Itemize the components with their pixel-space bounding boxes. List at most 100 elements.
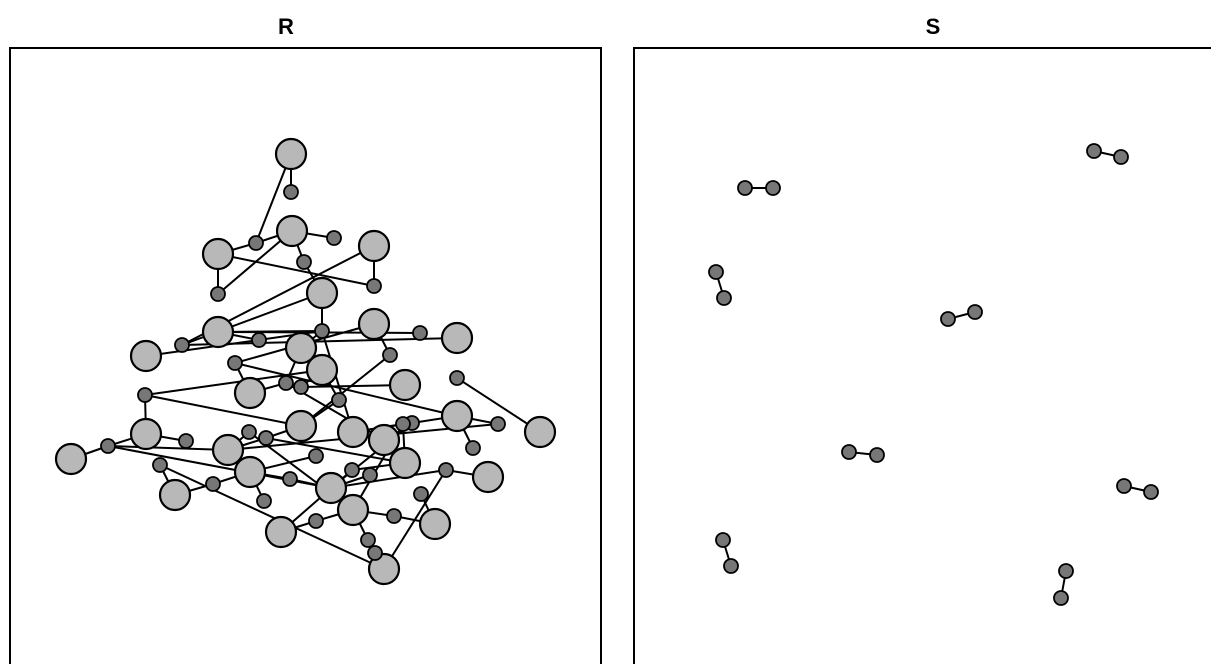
panel-r-large-atom bbox=[440, 399, 474, 433]
panel-r-small-atom bbox=[413, 486, 429, 502]
panel-r-bond bbox=[159, 464, 385, 570]
panel-r-bond bbox=[321, 330, 354, 433]
panel-s-atom bbox=[737, 180, 753, 196]
panel-r-large-atom bbox=[284, 331, 318, 365]
panel-r-small-atom bbox=[293, 379, 309, 395]
panel-r-small-atom bbox=[438, 462, 454, 478]
panel-r-large-atom bbox=[523, 415, 557, 449]
panel-r-large-atom bbox=[211, 433, 245, 467]
panel-r-small-atom bbox=[465, 440, 481, 456]
panel-r-large-atom bbox=[357, 307, 391, 341]
panel-s-atom bbox=[708, 264, 724, 280]
panel-r-title: R bbox=[278, 14, 294, 39]
panel-r-small-atom bbox=[366, 278, 382, 294]
panel-r-bond bbox=[217, 253, 375, 287]
panel-s-atom bbox=[1116, 478, 1132, 494]
panel-r-bond bbox=[300, 354, 391, 427]
panel-r-small-atom bbox=[256, 493, 272, 509]
panel-r-small-atom bbox=[178, 433, 194, 449]
panel-r-small-atom bbox=[449, 370, 465, 386]
panel-s-atom bbox=[940, 311, 956, 327]
bond-layer bbox=[70, 150, 1152, 599]
panel-r-bond bbox=[144, 369, 323, 396]
panel-r-bond bbox=[383, 469, 447, 570]
panel-s-atom bbox=[967, 304, 983, 320]
panel-s-atom bbox=[1058, 563, 1074, 579]
panel-r-small-atom bbox=[360, 532, 376, 548]
panel-r-small-atom bbox=[308, 513, 324, 529]
panel-r-small-atom bbox=[382, 347, 398, 363]
panel-r-bond bbox=[330, 469, 447, 489]
panel-r-large-atom bbox=[357, 229, 391, 263]
panel-r-large-atom bbox=[233, 376, 267, 410]
panel-s-atom bbox=[1143, 484, 1159, 500]
panel-r-small-atom bbox=[210, 286, 226, 302]
panel-r-bond bbox=[300, 384, 406, 388]
panel-r-small-atom bbox=[251, 332, 267, 348]
panel-r-small-atom bbox=[308, 448, 324, 464]
panel-r-large-atom bbox=[418, 507, 452, 541]
panel-r-large-atom bbox=[158, 478, 192, 512]
panel-r-small-atom bbox=[100, 438, 116, 454]
panel-r-small-atom bbox=[367, 545, 383, 561]
panel-r-large-atom bbox=[388, 368, 422, 402]
panel-r-large-atom bbox=[129, 417, 163, 451]
panel-r-large-atom bbox=[201, 315, 235, 349]
panel-r-small-atom bbox=[362, 467, 378, 483]
panel-r-small-atom bbox=[412, 325, 428, 341]
panel-r-large-atom bbox=[129, 339, 163, 373]
panel-r-large-atom bbox=[367, 423, 401, 457]
panel-r-small-atom bbox=[282, 471, 298, 487]
panel-r-large-atom bbox=[314, 471, 348, 505]
panel-s-atom bbox=[841, 444, 857, 460]
atom-layer bbox=[54, 137, 1159, 606]
panel-r-large-atom bbox=[305, 353, 339, 387]
panel-r-small-atom bbox=[278, 375, 294, 391]
panel-s-atom bbox=[765, 180, 781, 196]
panel-s-atom bbox=[716, 290, 732, 306]
panel-s-frame bbox=[633, 47, 1211, 664]
panel-r-frame bbox=[9, 47, 602, 664]
panel-r-large-atom bbox=[284, 409, 318, 443]
panel-r-large-atom bbox=[471, 460, 505, 494]
panel-r-small-atom bbox=[326, 230, 342, 246]
panel-s-atom bbox=[715, 532, 731, 548]
panel-r-small-atom bbox=[258, 430, 274, 446]
panel-r-small-atom bbox=[296, 254, 312, 270]
panel-s-title: S bbox=[925, 14, 941, 39]
panel-r-small-atom bbox=[205, 476, 221, 492]
panel-r-small-atom bbox=[283, 184, 299, 200]
panel-r-small-atom bbox=[227, 355, 243, 371]
panel-r-large-atom bbox=[388, 446, 422, 480]
panel-r-large-atom bbox=[233, 455, 267, 489]
panel-r-large-atom bbox=[367, 552, 401, 586]
panel-r-small-atom bbox=[174, 337, 190, 353]
panel-r-large-atom bbox=[440, 321, 474, 355]
panel-r-bond bbox=[456, 377, 541, 433]
panel-s-atom bbox=[1113, 149, 1129, 165]
panel-s-atom bbox=[1086, 143, 1102, 159]
panel-r-small-atom bbox=[241, 424, 257, 440]
panel-s-atom bbox=[723, 558, 739, 574]
panel-r-small-atom bbox=[490, 416, 506, 432]
panel-r-small-atom bbox=[344, 462, 360, 478]
panel-r-large-atom bbox=[275, 214, 309, 248]
panel-r-small-atom bbox=[314, 323, 330, 339]
panel-r-large-atom bbox=[305, 276, 339, 310]
panel-r-bond bbox=[107, 445, 229, 451]
panel-r-small-atom bbox=[137, 387, 153, 403]
panel-r-large-atom bbox=[201, 237, 235, 271]
panel-r-small-atom bbox=[331, 392, 347, 408]
panel-r-small-atom bbox=[248, 235, 264, 251]
panel-s-atom bbox=[1053, 590, 1069, 606]
panel-r-large-atom bbox=[336, 493, 370, 527]
panel-r-bond bbox=[144, 394, 302, 427]
panel-r-large-atom bbox=[274, 137, 308, 171]
panel-r-large-atom bbox=[336, 415, 370, 449]
panel-r-small-atom bbox=[386, 508, 402, 524]
panel-r-small-atom bbox=[152, 457, 168, 473]
panel-r-large-atom bbox=[54, 442, 88, 476]
panel-s-atom bbox=[869, 447, 885, 463]
panel-r-large-atom bbox=[264, 515, 298, 549]
